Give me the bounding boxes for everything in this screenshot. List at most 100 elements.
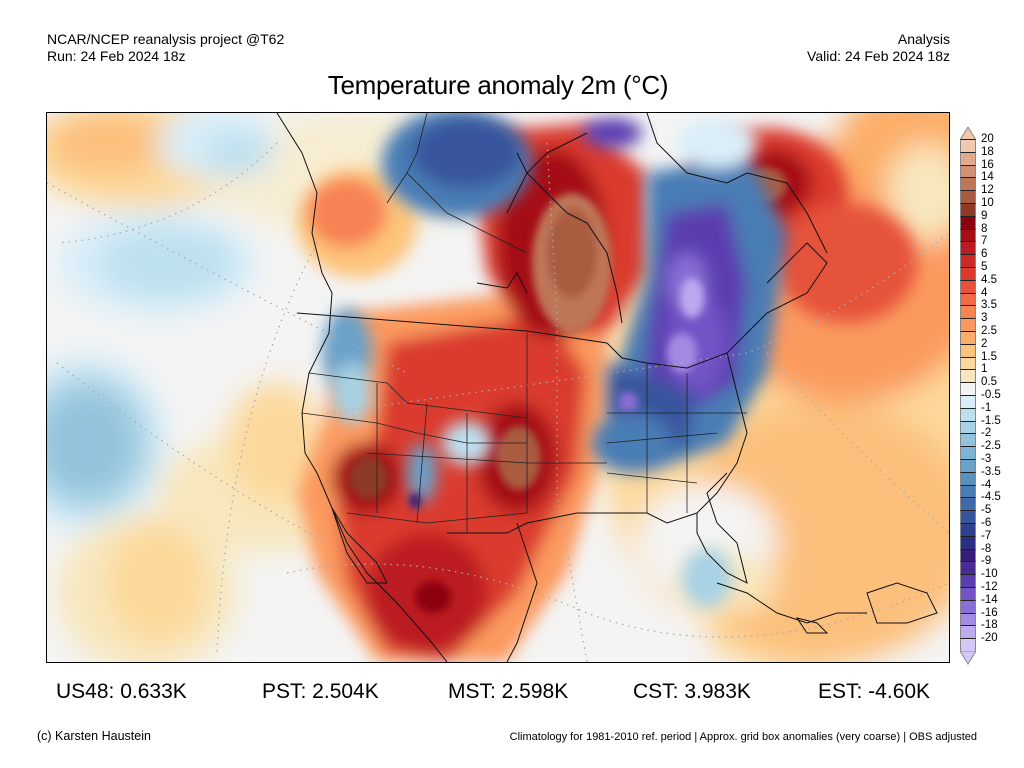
colorbar-label: -16 [981,606,998,619]
colorbar-label: -8 [981,542,992,555]
colorbar-label: 4.5 [981,273,997,286]
cst-stat: CST: 3.983K [633,680,751,703]
colorbar-label: -12 [981,581,998,593]
coastlines [276,113,938,662]
colorbar-swatch [960,382,976,395]
colorbar-swatch [960,331,976,344]
colorbar-swatch [960,484,976,498]
colorbar-label: 10 [981,197,994,209]
colorbar-label: 1 [981,363,988,376]
climatology-note: Climatology for 1981-2010 ref. period | … [509,731,977,743]
colorbar-label: 2.5 [981,325,997,337]
colorbar-swatch [960,471,976,485]
colorbar-swatch [960,612,976,626]
colorbar-swatch [960,433,976,447]
colorbar-swatch [960,407,976,421]
colorbar-swatch [960,395,976,408]
source-label: NCAR/NCEP reanalysis project @T62 [47,31,285,47]
colorbar-swatch [960,561,976,575]
colorbar-swatch [960,356,976,370]
pst-stat: PST: 2.504K [262,680,379,703]
colorbar-label: -5 [981,504,992,517]
colorbar-max-arrow [960,127,976,140]
colorbar-label: 16 [981,158,994,171]
colorbar-swatch [960,228,976,242]
colorbar-label: 20 [981,133,994,145]
header-left: NCAR/NCEP reanalysis project @T62 Run: 2… [47,31,284,65]
colorbar-swatch [960,279,976,293]
colorbar-swatch [960,164,976,178]
colorbar-label: 18 [981,145,994,158]
anomaly-field [47,113,949,662]
colorbar-label: 9 [981,209,988,222]
colorbar-swatch [960,446,976,459]
us48-stat: US48: 0.633K [56,680,187,703]
colorbar-label: -3 [981,453,992,465]
colorbar-label: -7 [981,529,992,542]
mst-stat: MST: 2.598K [448,680,569,703]
colorbar-swatch [960,177,976,191]
map-title: Temperature anomaly 2m (°C) [327,70,669,100]
run-label: Run: 24 Feb 2024 18z [47,48,186,64]
colorbar-min-arrow [960,651,976,665]
cold-cores [409,278,704,509]
colorbar-label: -20 [981,632,998,645]
colorbar-label: 0.5 [981,376,997,389]
colorbar-label: 12 [981,184,994,197]
colorbar-swatch [960,241,976,255]
colorbar-swatch [960,535,976,549]
colorbar-label: -10 [981,568,998,581]
colorbar-swatch [960,292,976,306]
colorbar-swatch [960,638,976,651]
colorbar-swatch [960,548,976,562]
colorbar-swatch [960,267,976,280]
colorbar-label: 8 [981,222,988,235]
colorbar-label: 1.5 [981,350,997,363]
valid-label: Valid: 24 Feb 2024 18z [807,48,950,64]
colorbar-label: -9 [981,555,992,568]
colorbar-swatch [960,523,976,536]
colorbar-swatch [960,343,976,357]
colorbar-label: -0.5 [981,389,1001,401]
colorbar-swatch [960,139,976,152]
colorbar-label: -2 [981,427,992,440]
header-right: Analysis Valid: 24 Feb 2024 18z [807,31,950,65]
colorbar-swatch [960,151,976,165]
colorbar-label: -6 [981,517,992,529]
colorbar-label: -2.5 [981,440,1001,453]
colorbar-swatch [960,254,976,267]
colorbar-swatch [960,574,976,587]
colorbar-swatch [960,190,976,203]
colorbar-label: -3.5 [981,465,1001,478]
colorbar-swatch [960,369,976,383]
colorbar-label: 7 [981,235,988,248]
colorbar-swatch [960,625,976,639]
state-borders [301,113,747,533]
colorbar-swatch [960,510,976,523]
colorbar-swatch [960,497,976,511]
colorbar-swatch [960,215,976,229]
colorbar-label: 3 [981,312,988,325]
colorbar-swatch [960,587,976,600]
graticule [47,142,949,662]
colorbar-label: 3.5 [981,299,997,312]
colorbar-label: 6 [981,248,988,261]
colorbar-swatch [960,318,976,331]
colorbar-swatch [960,203,976,216]
colorbar-swatch [960,459,976,472]
colorbar-label: 14 [981,171,994,184]
colorbar-swatch [960,305,976,319]
est-stat: EST: -4.60K [818,680,931,703]
colorbar-label: -18 [981,619,998,632]
colorbar-swatch [960,420,976,434]
colorbar-label: -14 [981,593,998,606]
colorbar-label: 2 [981,337,988,350]
analysis-label: Analysis [897,31,950,47]
anomaly-map [46,112,950,663]
colorbar-label: 5 [981,261,988,273]
colorbar-label: -1.5 [981,414,1001,427]
colorbar-label: -1 [981,401,992,414]
colorbar-label: 4 [981,286,988,299]
colorbar-label: -4.5 [981,491,1001,504]
colorbar-swatch [960,599,976,613]
